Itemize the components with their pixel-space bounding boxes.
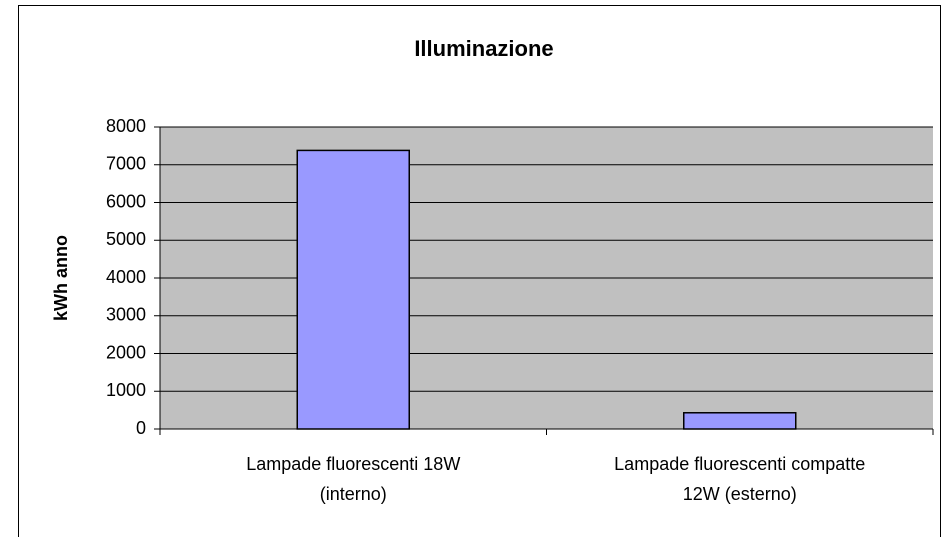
y-tick-label: 0: [136, 418, 146, 438]
y-tick-label: 1000: [106, 380, 146, 400]
y-axis-label: kWh anno: [51, 235, 71, 321]
y-tick-label: 6000: [106, 191, 146, 211]
y-tick-label: 5000: [106, 229, 146, 249]
y-tick-label: 3000: [106, 305, 146, 325]
y-tick-label: 7000: [106, 154, 146, 174]
y-tick-label: 2000: [106, 342, 146, 362]
x-tick-label: Lampade fluorescenti 18W (interno): [246, 454, 461, 504]
chart-title: Illuminazione: [414, 36, 553, 61]
bar: [296, 149, 410, 430]
y-tick-label: 4000: [106, 267, 146, 287]
y-tick-label: 8000: [106, 116, 146, 136]
bar: [683, 412, 797, 430]
x-tick-label: Lampade fluorescenti compatte 12W (ester…: [614, 454, 866, 504]
